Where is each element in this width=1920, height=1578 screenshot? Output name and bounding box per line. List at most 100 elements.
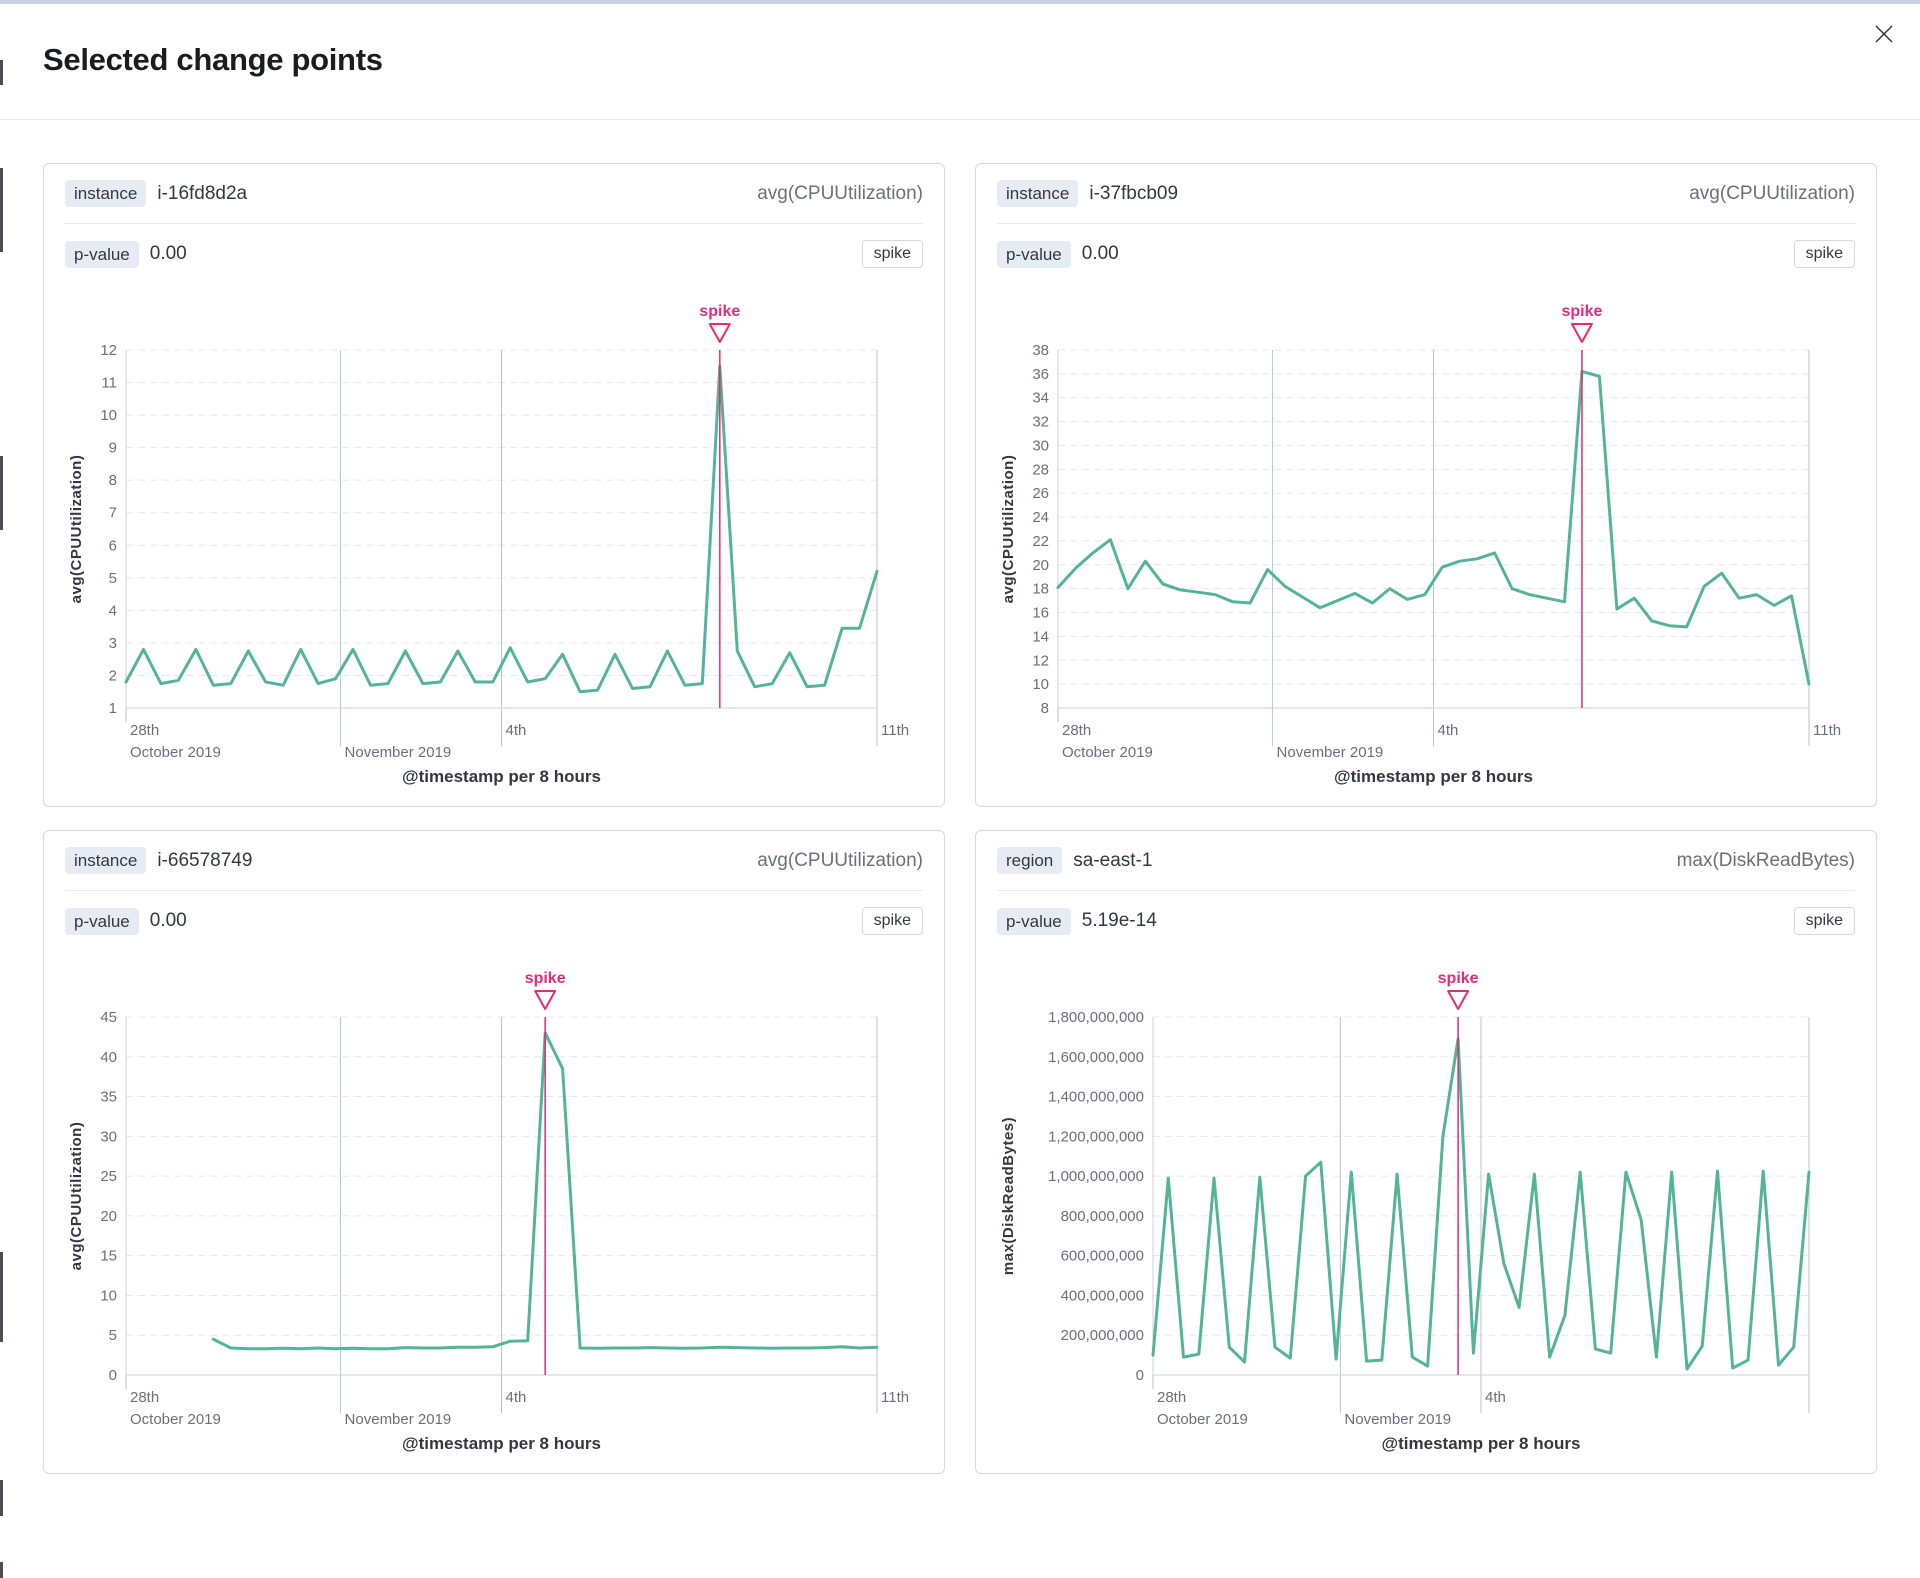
change-type-badge: spike [1793, 907, 1855, 935]
svg-text:28th: 28th [1062, 722, 1091, 739]
svg-text:6: 6 [109, 537, 117, 554]
svg-text:45: 45 [100, 1009, 117, 1026]
svg-text:10: 10 [100, 407, 117, 424]
svg-text:24: 24 [1032, 509, 1049, 526]
svg-text:8: 8 [109, 472, 117, 489]
svg-text:November 2019: November 2019 [1344, 1411, 1451, 1428]
svg-text:25: 25 [100, 1168, 117, 1185]
svg-text:18: 18 [1032, 581, 1049, 598]
svg-text:8: 8 [1041, 700, 1049, 717]
metric-label: max(DiskReadBytes) [1676, 849, 1855, 871]
p-value-badge: p-value [65, 240, 139, 268]
svg-text:28: 28 [1032, 461, 1049, 478]
svg-text:38: 38 [1032, 342, 1049, 359]
svg-text:7: 7 [109, 505, 117, 522]
metric-label: avg(CPUUtilization) [757, 849, 923, 871]
change-point-chart: 8 10 12 14 16 18 20 22 24 26 28 30 32 34 36 38 28th Octob… [1000, 303, 1841, 786]
svg-text:11th: 11th [881, 722, 909, 739]
svg-text:10: 10 [100, 1287, 117, 1304]
p-value: 0.00 [149, 243, 187, 264]
svg-text:@timestamp per 8 hours: @timestamp per 8 hours [402, 767, 601, 786]
svg-text:3: 3 [109, 635, 117, 652]
svg-text:spike: spike [1561, 303, 1602, 320]
svg-text:November 2019: November 2019 [1277, 744, 1384, 761]
svg-text:30: 30 [1032, 437, 1049, 454]
svg-text:October 2019: October 2019 [130, 744, 221, 761]
svg-text:200,000,000: 200,000,000 [1061, 1327, 1144, 1344]
field-value: i-37fbcb09 [1089, 182, 1179, 204]
svg-text:avg(CPUUtilization): avg(CPUUtilization) [68, 1122, 85, 1271]
svg-text:30: 30 [100, 1128, 117, 1145]
svg-text:November 2019: November 2019 [345, 1411, 452, 1428]
svg-text:0: 0 [109, 1367, 117, 1384]
change-point-panel-1: instance i-16fd8d2a avg(CPUUtilization) … [43, 163, 945, 807]
field-value: i-66578749 [157, 849, 253, 871]
field-name-badge: instance [997, 180, 1079, 207]
change-point-panel-2: instance i-37fbcb09 avg(CPUUtilization) … [975, 163, 1877, 807]
svg-text:10: 10 [1032, 676, 1049, 693]
svg-text:28th: 28th [130, 722, 159, 739]
change-type-badge: spike [861, 240, 923, 268]
svg-text:600,000,000: 600,000,000 [1061, 1248, 1144, 1265]
svg-text:12: 12 [1032, 652, 1049, 669]
svg-text:32: 32 [1032, 414, 1049, 431]
p-value-badge: p-value [997, 907, 1071, 935]
svg-text:1,200,000,000: 1,200,000,000 [1048, 1128, 1144, 1145]
svg-text:28th: 28th [130, 1389, 159, 1406]
modal-header: Selected change points [0, 0, 1920, 120]
background-page-edge [0, 1252, 3, 1342]
svg-text:spike: spike [1438, 970, 1479, 987]
p-value: 0.00 [149, 910, 187, 931]
svg-text:11: 11 [101, 375, 117, 392]
svg-text:avg(CPUUtilization): avg(CPUUtilization) [1000, 455, 1017, 604]
svg-text:34: 34 [1032, 390, 1049, 407]
svg-text:October 2019: October 2019 [1157, 1411, 1248, 1428]
field-name-badge: instance [65, 180, 147, 207]
svg-text:20: 20 [100, 1208, 117, 1225]
svg-text:20: 20 [1032, 557, 1049, 574]
background-page-edge [0, 60, 3, 85]
change-point-chart: 0 5 10 15 20 25 30 35 40 45 28th October 2019 Novemb… [68, 970, 909, 1453]
svg-text:35: 35 [100, 1089, 117, 1106]
svg-text:800,000,000: 800,000,000 [1061, 1208, 1144, 1225]
svg-text:9: 9 [109, 440, 117, 457]
panel-stats-row: p-value 0.00 spike [65, 891, 923, 951]
background-page-edge [0, 456, 3, 530]
svg-text:4: 4 [109, 602, 117, 619]
svg-text:2: 2 [109, 667, 117, 684]
svg-text:14: 14 [1032, 628, 1049, 645]
panel-stats-row: p-value 0.00 spike [997, 224, 1855, 284]
change-point-panel-3: instance i-66578749 avg(CPUUtilization) … [43, 830, 945, 1474]
svg-text:1: 1 [109, 700, 117, 717]
background-page-edge [0, 168, 3, 252]
svg-text:4th: 4th [506, 722, 527, 739]
svg-text:@timestamp per 8 hours: @timestamp per 8 hours [1334, 767, 1533, 786]
p-value: 0.00 [1081, 243, 1119, 264]
change-type-badge: spike [861, 907, 923, 935]
svg-text:0: 0 [1136, 1367, 1144, 1384]
svg-text:max(DiskReadBytes): max(DiskReadBytes) [1000, 1117, 1017, 1275]
svg-text:400,000,000: 400,000,000 [1061, 1287, 1144, 1304]
p-value-badge: p-value [65, 907, 139, 935]
background-page-edge [0, 1480, 3, 1516]
change-type-badge: spike [1793, 240, 1855, 268]
svg-text:26: 26 [1032, 485, 1049, 502]
metric-label: avg(CPUUtilization) [1689, 182, 1855, 204]
field-name-badge: region [997, 847, 1063, 874]
svg-text:5: 5 [109, 1327, 117, 1344]
svg-text:spike: spike [525, 970, 566, 987]
svg-text:November 2019: November 2019 [345, 744, 452, 761]
svg-text:12: 12 [100, 342, 117, 359]
field-name-badge: instance [65, 847, 147, 874]
svg-text:October 2019: October 2019 [130, 1411, 221, 1428]
p-value: 5.19e-14 [1081, 910, 1157, 931]
close-button[interactable] [1868, 18, 1900, 50]
page-top-border [0, 0, 1920, 4]
svg-text:spike: spike [699, 303, 740, 320]
p-value-badge: p-value [997, 240, 1071, 268]
panel-stats-row: p-value 0.00 spike [65, 224, 923, 284]
panel-header-row: instance i-37fbcb09 avg(CPUUtilization) [997, 164, 1855, 224]
svg-text:4th: 4th [506, 1389, 527, 1406]
svg-text:@timestamp per 8 hours: @timestamp per 8 hours [402, 1434, 601, 1453]
